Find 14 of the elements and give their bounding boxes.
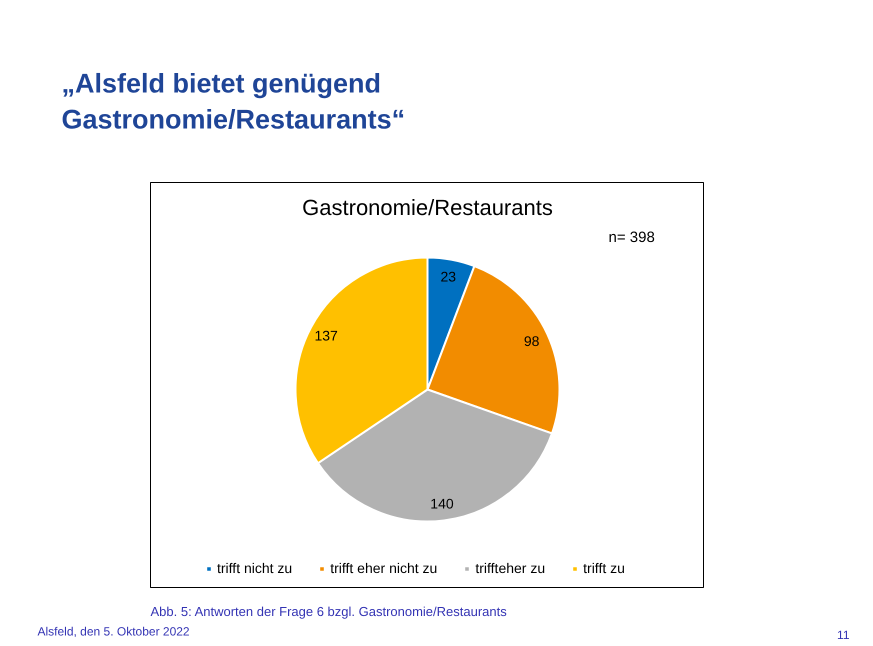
legend-label: trifft nicht zu bbox=[217, 559, 292, 577]
text: Alsfeld, den 5. Oktober 2022 bbox=[38, 624, 190, 638]
legend-label: trifft eher nicht zu bbox=[330, 559, 438, 577]
data-label: 140 bbox=[430, 495, 454, 512]
data-label: 98 bbox=[524, 333, 540, 350]
chart-title: „Alsfeld bietet genügend Gastronomie/Restaurants“ bbox=[62, 68, 406, 134]
text: n= 398 bbox=[608, 229, 655, 246]
data-label: 137 bbox=[314, 328, 338, 344]
chart-subtitle: Gastronomie/Restaurants bbox=[302, 195, 553, 220]
legend-label: trifft zu bbox=[583, 559, 625, 577]
data-label: 23 bbox=[440, 268, 456, 285]
legend-label: triffteher zu bbox=[475, 559, 546, 577]
caption: Abb. 5: Antworten der Frage 6 bzgl. Gastronomie/Restaurants bbox=[150, 604, 508, 619]
text: 11 bbox=[837, 628, 850, 642]
